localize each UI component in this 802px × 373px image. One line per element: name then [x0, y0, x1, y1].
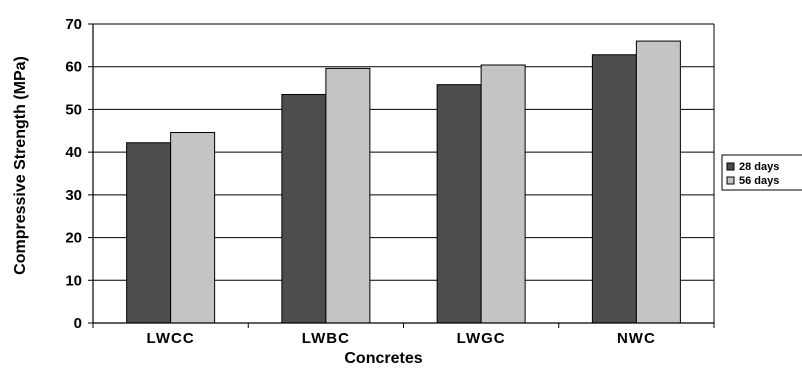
- bar-56-days-lwbc: [325, 67, 371, 324]
- y-tick-labels: 0 10 20 30 40 50 60 70: [65, 16, 82, 332]
- y-tick-label: 50: [65, 101, 82, 118]
- x-category-label: LWGC: [457, 330, 506, 347]
- y-tick-label: 0: [74, 315, 82, 332]
- axes: [88, 23, 715, 328]
- y-tick-label: 60: [65, 59, 82, 76]
- legend-label: 56 days: [739, 175, 779, 187]
- bars: [126, 40, 681, 324]
- bar-28-days-lwcc: [126, 142, 172, 324]
- y-tick-label: 20: [65, 230, 82, 247]
- x-axis-title: Concretes: [344, 350, 422, 367]
- y-tick-label: 10: [65, 272, 82, 289]
- x-category-labels: LWCC LWBC LWGC NWC: [147, 330, 656, 347]
- bar-56-days-lwcc: [170, 131, 216, 324]
- y-tick-label: 70: [65, 16, 82, 33]
- y-tick-label: 40: [65, 144, 82, 161]
- bar-28-days-nwc: [591, 54, 637, 324]
- bar-56-days-lwgc: [480, 64, 526, 324]
- y-axis-title: Compressive Strength (MPa): [12, 56, 29, 275]
- bar-56-days-nwc: [635, 40, 681, 324]
- x-category-label: NWC: [617, 330, 656, 347]
- bar-28-days-lwgc: [436, 84, 482, 324]
- legend-swatch: [726, 176, 735, 185]
- legend-swatch: [726, 162, 735, 171]
- legend-label: 28 days: [739, 161, 779, 173]
- legend-box: [721, 154, 802, 191]
- y-tick-label: 30: [65, 187, 82, 204]
- bar-28-days-lwbc: [281, 93, 327, 324]
- x-category-label: LWCC: [147, 330, 195, 347]
- legend: 28 days 56 days: [721, 154, 802, 191]
- x-category-label: LWBC: [302, 330, 350, 347]
